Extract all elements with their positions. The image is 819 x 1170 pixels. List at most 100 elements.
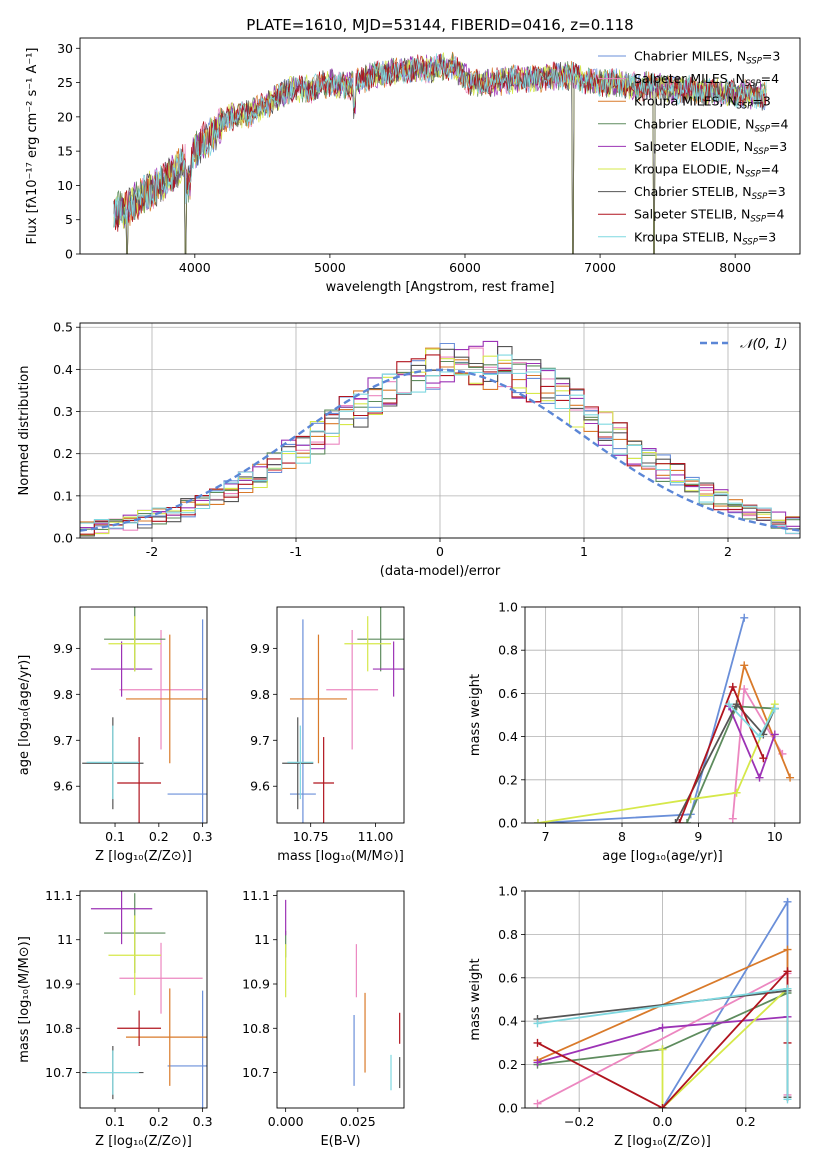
y-tick-label: 9.9 — [53, 641, 73, 656]
legend: Chabrier MILES, NSSP=3 Salpeter MILES, NS… — [598, 49, 789, 247]
x-tick-label: 0 — [436, 544, 444, 559]
plus-marker — [658, 1045, 667, 1054]
axes-frame — [79, 322, 801, 539]
y-tick-label: 0.1 — [53, 488, 73, 503]
x-tick-label: 2 — [724, 544, 732, 559]
x-tick-label: 11.00 — [358, 829, 394, 844]
y-tick-label: 30 — [57, 41, 73, 56]
plus-marker — [783, 984, 792, 993]
x-tick-label: −0.2 — [564, 1114, 594, 1129]
histogram-step — [80, 354, 800, 534]
error-bar-point — [86, 1050, 140, 1095]
x-tick-label: 0.0 — [653, 1114, 673, 1129]
y-axis-label: age [log₁₀(age/yr)] — [17, 655, 32, 776]
spectrum-axes: 4000 5000 6000 7000 8000 0 5 10 15 20 25 30 Chabrier… — [25, 16, 801, 295]
legend-label: Chabrier ELODIE, NSSP=4 — [634, 116, 789, 134]
x-tick-label: 5000 — [314, 260, 346, 275]
y-tick-label: 0.4 — [53, 362, 73, 377]
plus-marker — [728, 814, 737, 823]
plus-marker — [786, 773, 795, 782]
plus-marker — [675, 819, 684, 823]
x-tick-label: 10.75 — [293, 829, 329, 844]
y-tick-label: 0.0 — [498, 1101, 518, 1116]
axes-frame — [79, 37, 801, 255]
y-tick-label: 0.8 — [498, 643, 518, 658]
error-bar-point — [117, 737, 162, 823]
x-tick-label: 0.000 — [268, 1114, 304, 1129]
x-axis-label: Z [log₁₀(Z/Z⊙)] — [95, 1134, 192, 1149]
spectrum-series-line — [113, 54, 767, 254]
legend-label: Chabrier STELIB, NSSP=3 — [634, 184, 786, 202]
plus-marker — [533, 1058, 542, 1067]
error-bar-point — [125, 988, 207, 1086]
y-tick-label: 11.1 — [45, 888, 73, 903]
x-tick-label: 0.1 — [105, 829, 125, 844]
legend-label: Kroupa STELIB, NSSP=3 — [634, 229, 776, 247]
y-axis-label: mass weight — [468, 674, 483, 756]
y-tick-label: 0.0 — [53, 531, 73, 546]
error-bar-point — [119, 942, 203, 1014]
mass-vs-EBV-plot-area — [285, 899, 401, 1091]
error-bar-point — [119, 629, 203, 750]
error-bar-point — [372, 641, 404, 697]
y-axis-label: mass weight — [468, 958, 483, 1040]
error-bar-point — [289, 634, 347, 764]
error-bar-point — [108, 616, 162, 672]
legend-label: Salpeter ELODIE, NSSP=3 — [634, 139, 787, 157]
x-axis-label: age [log₁₀(age/yr)] — [602, 849, 723, 864]
y-tick-label: 9.8 — [250, 687, 270, 702]
x-tick-label: -2 — [146, 544, 158, 559]
plus-marker — [740, 613, 749, 622]
y-tick-label: 10.7 — [242, 1065, 270, 1080]
spectrum-series-line — [113, 52, 767, 232]
plus-marker — [728, 682, 737, 691]
y-tick-label: 10.8 — [242, 1021, 270, 1036]
plus-marker — [682, 819, 691, 823]
age-vs-mass-plot-area — [282, 607, 404, 823]
x-tick-label: 0.3 — [193, 1114, 213, 1129]
x-tick-label: 0.1 — [105, 1114, 125, 1129]
error-bar-point — [90, 641, 153, 697]
plus-marker — [759, 754, 768, 763]
x-tick-label: 8000 — [719, 260, 751, 275]
mass-weight-vs-Z-axes: −0.2 0.0 0.2 0.0 0.2 0.4 0.6 0.8 1.0 Z [log₁₀(Z/Z… — [468, 884, 801, 1149]
legend-label: 𝒩(0, 1) — [740, 337, 787, 352]
x-axis-label: (data-model)/error — [380, 564, 501, 579]
plus-marker — [732, 788, 741, 797]
mass-vs-Z-axes: 0.1 0.2 0.3 10.7 10.8 10.9 11 11.1 Z [log₁₀(Z/Z⊙… — [17, 888, 213, 1149]
plus-marker — [755, 773, 764, 782]
axes-frame — [79, 606, 208, 824]
histogram-step — [80, 340, 800, 530]
axes-frame — [524, 890, 801, 1109]
x-axis-label: wavelength [Angstrom, rest frame] — [326, 280, 555, 295]
mass-vs-Z-plot-area — [82, 891, 207, 1108]
mass-weight-vs-age-axes: 7 8 9 10 0.0 0.2 0.4 0.6 0.8 1.0 age [log₁₀(age/yr… — [468, 600, 801, 864]
x-tick-label: 7000 — [584, 260, 616, 275]
error-bar-point — [357, 607, 404, 672]
y-tick-label: 0.4 — [498, 1014, 518, 1029]
y-tick-label: 9.7 — [250, 733, 270, 748]
error-bar-point — [167, 990, 207, 1108]
plus-marker — [783, 945, 792, 954]
weight-series-line — [661, 898, 789, 1108]
y-tick-label: 9.9 — [250, 641, 270, 656]
x-axis-label: Z [log₁₀(Z/Z⊙)] — [614, 1134, 711, 1149]
y-tick-label: 0 — [65, 247, 73, 262]
plus-marker — [724, 700, 733, 709]
plus-marker — [740, 685, 749, 694]
spectrum-series-line — [113, 53, 767, 228]
legend: 𝒩(0, 1) — [700, 337, 787, 352]
plus-marker — [533, 1038, 542, 1047]
x-tick-label: 0.2 — [736, 1114, 756, 1129]
x-tick-label: 7 — [542, 829, 550, 844]
x-tick-label: 8 — [618, 829, 626, 844]
y-tick-label: 0.6 — [498, 686, 518, 701]
age-vs-mass-axes: 10.75 11.00 9.6 9.7 9.8 9.9 mass [log₁₀(M/M⊙)] — [250, 606, 405, 864]
y-tick-label: 10.8 — [45, 1021, 73, 1036]
weight-series-line — [728, 706, 776, 781]
y-tick-label: 9.6 — [53, 779, 73, 794]
y-tick-label: 0.2 — [53, 446, 73, 461]
y-tick-label: 25 — [57, 75, 73, 90]
age-vs-Z-axes: 0.1 0.2 0.3 9.6 9.7 9.8 9.9 Z [log₁₀(Z/Z⊙)] age … — [17, 606, 213, 864]
y-tick-label: 9.7 — [53, 733, 73, 748]
